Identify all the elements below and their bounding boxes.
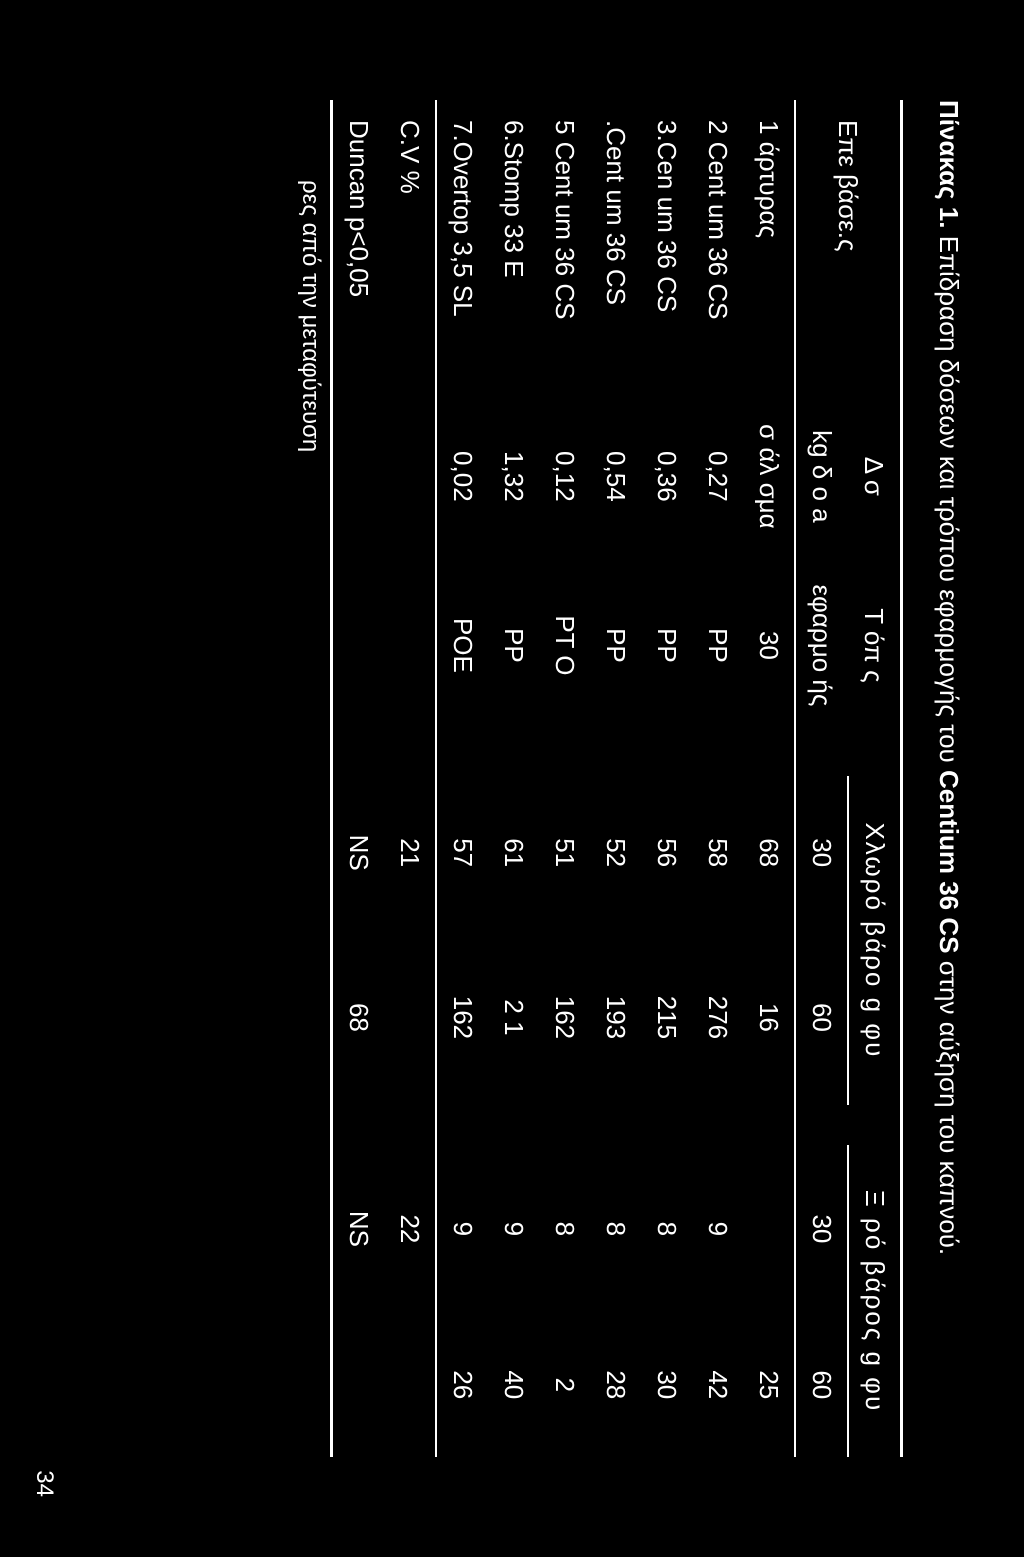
row-c30: 51 <box>539 776 590 930</box>
sub-header-30b: 30 <box>795 1145 848 1312</box>
caption-bold: Centium 36 CS <box>934 770 964 954</box>
data-table: Επε βάσε.ς Δ σ Τ όπ ς Χλωρό βάρο g φυ Ξ … <box>330 100 903 1457</box>
duncan-label: Duncan p<0,05 <box>332 100 385 397</box>
row-dose: 1,32 <box>488 397 539 555</box>
col-header-dose-2: kg δ ο a <box>795 397 848 555</box>
row-c60: 193 <box>590 930 641 1106</box>
sub-header-60a: 60 <box>795 930 848 1106</box>
sub-header-30a: 30 <box>795 776 848 930</box>
row-d30: 9 <box>436 1145 488 1312</box>
cv-d60 <box>384 1313 436 1457</box>
row-app: PP <box>488 555 539 735</box>
row-c60: 276 <box>692 930 743 1106</box>
duncan-row: Duncan p<0,05 NS 68 NS <box>332 100 385 1457</box>
row-d30: 8 <box>539 1145 590 1312</box>
row-d30: 9 <box>692 1145 743 1312</box>
row-app: PP <box>641 555 692 735</box>
row-app: POE <box>436 555 488 735</box>
row-c30: 61 <box>488 776 539 930</box>
row-d60: 25 <box>743 1313 795 1457</box>
row-c30: 57 <box>436 776 488 930</box>
caption-prefix: Πίνακας 1. <box>934 100 964 229</box>
table-row: 1 άρτυρας σ άλ σμα 30 68 16 25 <box>743 100 795 1457</box>
cv-label: C.V % <box>384 100 436 397</box>
row-app: PP <box>692 555 743 735</box>
col-header-app-2: εφαρμο ής <box>795 555 848 735</box>
col-group-dry: Ξ ρό βάρος g φυ <box>848 1145 902 1457</box>
duncan-d60 <box>332 1313 385 1457</box>
row-name: 2 Cent um 36 CS <box>692 100 743 397</box>
row-dose: 0,54 <box>590 397 641 555</box>
col-header-dose-1: Δ σ <box>848 397 902 555</box>
row-dose: 0,27 <box>692 397 743 555</box>
sub-header-60b: 60 <box>795 1313 848 1457</box>
row-name: 5 Cent um 36 CS <box>539 100 590 397</box>
row-name: 1 άρτυρας <box>743 100 795 397</box>
duncan-d30: NS <box>332 1145 385 1312</box>
row-name: 3.Cen um 36 CS <box>641 100 692 397</box>
table-row: 7.Overtop 3,5 SL 0,02 POE 57 162 9 26 <box>436 100 488 1457</box>
cv-c60 <box>384 930 436 1106</box>
row-d60: 2 <box>539 1313 590 1457</box>
duncan-c30: NS <box>332 776 385 930</box>
row-c60: 16 <box>743 930 795 1106</box>
caption-text-2: στην αύξηση του καπνού. <box>934 953 964 1255</box>
row-name: 7.Overtop 3,5 SL <box>436 100 488 397</box>
row-app: 30 <box>743 555 795 735</box>
table-row: 2 Cent um 36 CS 0,27 PP 58 276 9 42 <box>692 100 743 1457</box>
row-d30: 8 <box>641 1145 692 1312</box>
col-group-fresh: Χλωρό βάρο g φυ <box>848 776 902 1106</box>
row-d60: 42 <box>692 1313 743 1457</box>
row-c60: 215 <box>641 930 692 1106</box>
row-c30: 56 <box>641 776 692 930</box>
cv-d30: 22 <box>384 1145 436 1312</box>
row-d30: 8 <box>590 1145 641 1312</box>
row-c30: 52 <box>590 776 641 930</box>
caption-text-1: Επίδραση δόσεων και τρόπου εφαρμογής του <box>934 229 964 770</box>
row-d60: 40 <box>488 1313 539 1457</box>
col-header-treatments: Επε βάσε.ς <box>795 100 902 397</box>
page-number: 34 <box>30 1470 58 1497</box>
row-d60: 28 <box>590 1313 641 1457</box>
duncan-c60: 68 <box>332 930 385 1106</box>
table-row: 5 Cent um 36 CS 0,12 PT O 51 162 8 2 <box>539 100 590 1457</box>
cv-c30: 21 <box>384 776 436 930</box>
row-c30: 68 <box>743 776 795 930</box>
row-name: .Cent um 36 CS <box>590 100 641 397</box>
table-row: 3.Cen um 36 CS 0,36 PP 56 215 8 30 <box>641 100 692 1457</box>
row-d30: 9 <box>488 1145 539 1312</box>
cv-row: C.V % 21 22 <box>384 100 436 1457</box>
row-dose: σ άλ σμα <box>743 397 795 555</box>
row-dose: 0,12 <box>539 397 590 555</box>
col-header-app-1: Τ όπ ς <box>848 555 902 735</box>
row-c60: 162 <box>436 930 488 1106</box>
table-row: .Cent um 36 CS 0,54 PP 52 193 8 28 <box>590 100 641 1457</box>
table-caption: Πίνακας 1. Επίδραση δόσεων και τρόπου εφ… <box>933 100 964 1457</box>
row-c60: 162 <box>539 930 590 1106</box>
row-app: PT O <box>539 555 590 735</box>
row-app: PP <box>590 555 641 735</box>
row-name: 6.Stomp 33 E <box>488 100 539 397</box>
row-d60: 30 <box>641 1313 692 1457</box>
table-row: 6.Stomp 33 E 1,32 PP 61 2 1 9 40 <box>488 100 539 1457</box>
row-c30: 58 <box>692 776 743 930</box>
row-dose: 0,36 <box>641 397 692 555</box>
footnote-text: ρες από την μεταφύτευση <box>296 100 330 1457</box>
row-dose: 0,02 <box>436 397 488 555</box>
row-c60: 2 1 <box>488 930 539 1106</box>
row-d30 <box>743 1145 795 1312</box>
row-d60: 26 <box>436 1313 488 1457</box>
